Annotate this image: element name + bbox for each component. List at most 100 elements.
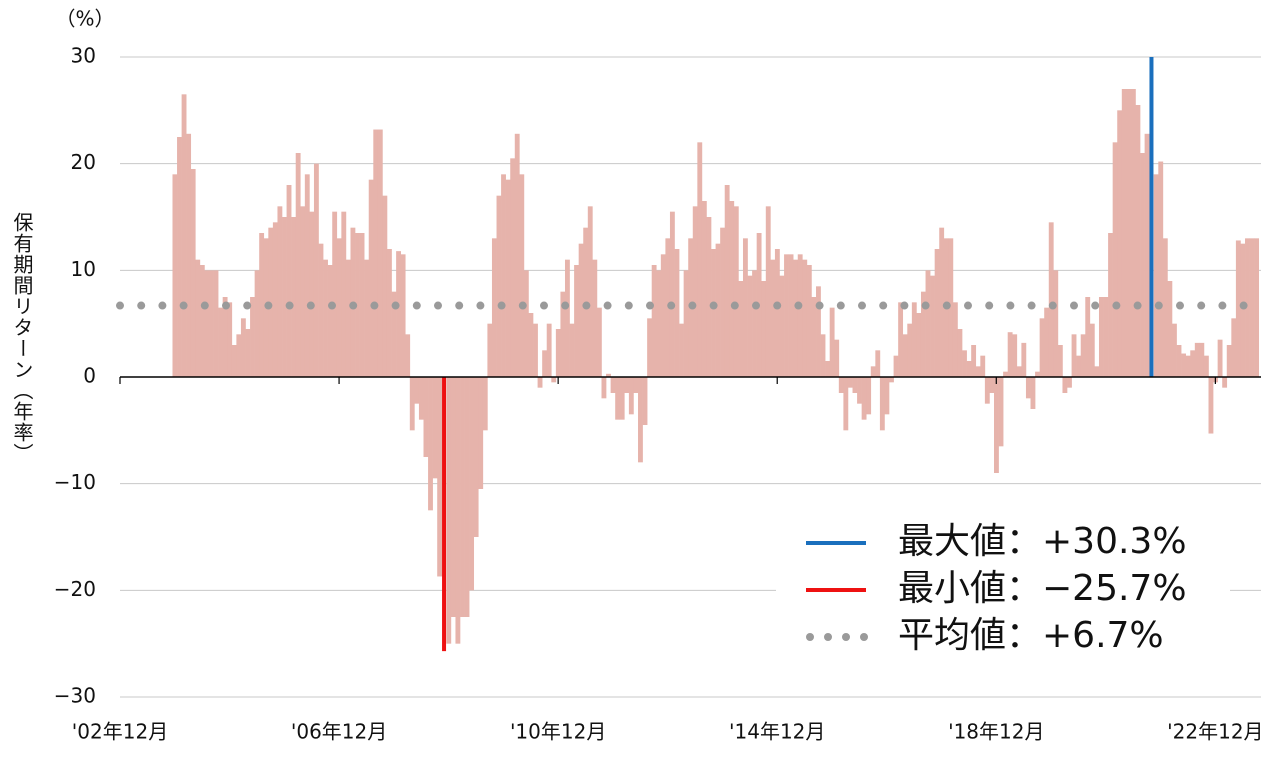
bar (446, 377, 452, 644)
bar (724, 185, 730, 377)
y-tick-label: 10 (71, 257, 96, 281)
bar (596, 307, 602, 377)
bar (879, 377, 885, 431)
legend-label: 最小値：−25.7% (898, 568, 1187, 609)
bar (729, 201, 735, 377)
bar (564, 259, 570, 377)
bar (893, 355, 899, 377)
bar (920, 291, 926, 377)
bar (606, 373, 611, 377)
bar (309, 211, 315, 377)
bar (779, 275, 785, 377)
bar (1016, 366, 1022, 377)
bar (797, 254, 803, 377)
y-tick-label: 0 (83, 364, 96, 388)
bar (971, 345, 977, 377)
bar (177, 137, 182, 377)
bar (1057, 345, 1063, 377)
x-tick-label: '10年12月 (510, 720, 606, 744)
bar (1185, 355, 1191, 377)
y-tick-label: 20 (71, 150, 96, 174)
bar (510, 158, 516, 377)
bar (496, 195, 502, 377)
bar (537, 377, 543, 388)
bar (1208, 377, 1214, 434)
bar (295, 153, 301, 377)
bar (464, 377, 470, 617)
bar (250, 297, 255, 377)
bar (1194, 342, 1200, 377)
bar (523, 270, 529, 377)
bar (1080, 334, 1086, 377)
bar (998, 377, 1004, 447)
bar (1199, 342, 1205, 377)
bar (1153, 174, 1159, 377)
bar (418, 377, 424, 420)
bar (816, 286, 821, 377)
bar (742, 238, 748, 377)
bar (336, 238, 342, 377)
bar (514, 133, 520, 377)
bar (765, 206, 771, 377)
bar (1094, 366, 1100, 377)
bar (300, 206, 306, 377)
bar (569, 323, 575, 377)
bar (208, 270, 214, 377)
bar (491, 238, 497, 377)
bar (747, 275, 753, 377)
bar (231, 345, 237, 377)
bar (368, 179, 374, 377)
bar (761, 281, 767, 377)
bar (1062, 377, 1068, 393)
bar (1140, 153, 1145, 377)
x-tick-label: '06年12月 (291, 720, 387, 744)
bar (692, 206, 698, 377)
bar (501, 174, 506, 377)
bar (870, 366, 876, 377)
bar (437, 377, 443, 577)
bar (236, 334, 242, 377)
bar (400, 254, 406, 377)
bar (482, 377, 488, 431)
bar (473, 377, 479, 537)
bar (889, 377, 894, 383)
bar (861, 377, 867, 420)
bar (984, 377, 990, 404)
bar (505, 179, 511, 377)
bar (1012, 334, 1018, 377)
bar (1226, 345, 1232, 377)
bar (313, 163, 319, 377)
bar (551, 377, 557, 383)
bar (624, 377, 630, 393)
y-tick-label: 30 (71, 44, 96, 68)
bar (966, 361, 972, 377)
bar (423, 377, 429, 457)
bar (1167, 281, 1173, 377)
y-unit: （%） (55, 7, 114, 31)
bar (647, 318, 653, 377)
bar (1162, 238, 1168, 377)
bar (656, 270, 662, 377)
bar (907, 323, 913, 377)
bar (660, 254, 666, 377)
bar (277, 206, 283, 377)
bar (204, 270, 210, 377)
bar (975, 366, 981, 377)
bar (628, 377, 634, 415)
bar (199, 265, 205, 377)
bar (272, 222, 278, 377)
bar (902, 334, 908, 377)
bar (916, 313, 922, 377)
bar (1190, 350, 1196, 377)
bar (806, 265, 812, 377)
bar (674, 249, 680, 377)
bar (1103, 297, 1109, 377)
bar (186, 133, 192, 377)
bar (911, 302, 917, 377)
bar (843, 377, 849, 431)
bar (962, 350, 967, 377)
bar (802, 259, 808, 377)
bar (770, 259, 776, 377)
bar (245, 329, 251, 377)
bar (1053, 270, 1059, 377)
